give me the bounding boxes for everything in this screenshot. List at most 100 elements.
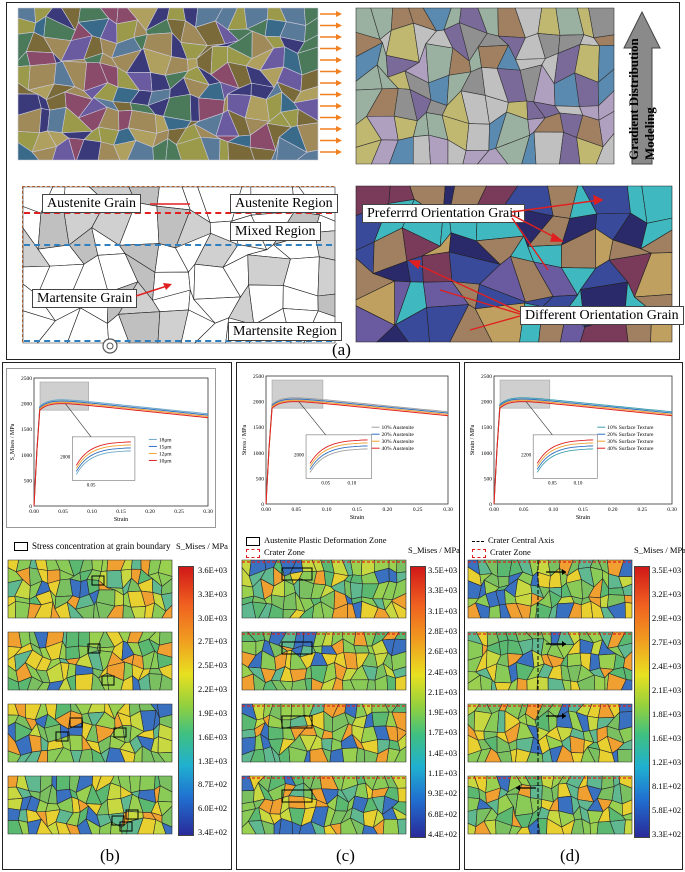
specimen bbox=[7, 703, 173, 763]
x-axis-label: Strain bbox=[350, 515, 364, 521]
grain-cell bbox=[267, 726, 284, 740]
x-tick-label: 0.10 bbox=[87, 509, 97, 515]
colorbar-tick-label: 2.8E+03 bbox=[428, 625, 458, 636]
panel-d-frame bbox=[464, 362, 683, 870]
colorbar-tick-label: 1.3E+03 bbox=[198, 755, 228, 766]
panel-c-colorbar bbox=[410, 566, 426, 838]
x-tick-label: 0.00 bbox=[29, 509, 39, 515]
grain-cell bbox=[595, 132, 615, 165]
grain-cell bbox=[567, 652, 582, 667]
crater-axis-label: Crater Central Axis bbox=[488, 535, 555, 545]
colorbar-tick-label: 8.1E+02 bbox=[652, 781, 682, 791]
colorbar-tick-label: 2.7E+03 bbox=[198, 636, 228, 647]
colorbar-tick-label: 1.4E+03 bbox=[428, 747, 458, 758]
grain-cell bbox=[161, 822, 173, 835]
inset-label: 0.05 bbox=[87, 483, 96, 488]
y-axis-label: Stress / MPa bbox=[242, 424, 248, 455]
panel-d-plot: 2500 2000 1500 1000 500 00.00 0.05 0.10 0.15 0.20… bbox=[470, 374, 677, 521]
stress-concentration-box bbox=[55, 731, 69, 742]
inset-label: 0.05 bbox=[321, 481, 330, 486]
legend-label: 10% Surface Texture bbox=[607, 424, 654, 431]
x-axis-label: Strain bbox=[114, 517, 128, 523]
grain-cell bbox=[598, 653, 617, 670]
legend-label: 40% Surface Texture bbox=[607, 445, 654, 452]
martensite-region-label: Martensite Region bbox=[228, 322, 342, 341]
colorbar-tick-label: 2.1E+03 bbox=[652, 685, 682, 695]
specimen bbox=[7, 559, 173, 619]
y-tick-label: 1000 bbox=[481, 451, 492, 457]
grain-cell bbox=[241, 728, 256, 739]
x-tick-label: 0.15 bbox=[578, 507, 588, 513]
stress-concentration-box bbox=[119, 821, 133, 832]
austenite-zone-box bbox=[281, 567, 313, 581]
load-arrow-head bbox=[336, 22, 342, 29]
series-line bbox=[33, 401, 209, 507]
grain-cell bbox=[65, 645, 81, 660]
x-tick-label: 0.25 bbox=[413, 507, 423, 513]
grain-cell bbox=[139, 775, 156, 792]
colorbar-tick-label: 3.2E+03 bbox=[652, 589, 682, 599]
panel-c-legend-box: Austenite Plastic Deformation Zone Crate… bbox=[246, 534, 387, 558]
grain-cell bbox=[587, 715, 599, 731]
legend-label: 12μm bbox=[159, 451, 172, 457]
gradient-arrow-icon bbox=[623, 10, 661, 165]
y-tick-label: 1500 bbox=[253, 425, 264, 431]
y-tick-label: 1000 bbox=[21, 453, 32, 459]
grain-cell bbox=[355, 747, 366, 763]
grain-cell bbox=[161, 604, 173, 619]
grain-cell bbox=[593, 674, 606, 691]
y-tick-label: 1000 bbox=[253, 451, 264, 457]
grain-cell bbox=[623, 819, 633, 835]
x-tick-label: 0.30 bbox=[203, 509, 213, 515]
panel-b-legend-box: Stress concentration at grain boundary bbox=[14, 538, 171, 555]
legend-label: 10μm bbox=[159, 458, 172, 464]
x-tick-label: 0.15 bbox=[116, 509, 126, 515]
panel-c-frame bbox=[236, 362, 460, 870]
inset-series-line bbox=[309, 442, 368, 467]
specimen bbox=[241, 631, 407, 691]
y-tick-label: 2500 bbox=[21, 376, 32, 382]
panel-d-legend-box: Crater Central Axis Crater Zone bbox=[472, 534, 555, 558]
y-tick-label: 2000 bbox=[253, 400, 264, 406]
y-tick-label: 0 bbox=[261, 502, 264, 508]
direction-arrow-head bbox=[562, 569, 566, 575]
x-tick-label: 0.20 bbox=[145, 509, 155, 515]
grain-cell bbox=[488, 604, 501, 619]
stress-concentration-box bbox=[111, 815, 125, 826]
grain-cell bbox=[56, 775, 71, 791]
zoom-arrow bbox=[525, 401, 553, 436]
colorbar-tick-label: 6.0E+02 bbox=[198, 803, 228, 814]
y-tick-label: 500 bbox=[24, 478, 33, 484]
inset-series-line bbox=[309, 439, 368, 464]
grain-cell bbox=[130, 559, 142, 570]
inset-series-line bbox=[75, 450, 131, 475]
mixed-region-dash bbox=[24, 244, 332, 246]
grain-cell bbox=[15, 600, 31, 619]
load-arrow-head bbox=[336, 11, 342, 17]
series-line bbox=[493, 398, 673, 505]
grain-cell bbox=[75, 673, 94, 691]
stress-concentration-label: Stress concentration at grain boundary bbox=[32, 541, 171, 551]
inset-series-line bbox=[536, 448, 594, 473]
colorbar-tick-label: 1.8E+03 bbox=[652, 709, 682, 719]
grain-cell bbox=[341, 747, 358, 763]
specimen bbox=[467, 703, 633, 763]
grain-cell bbox=[296, 149, 319, 161]
load-arrow-head bbox=[336, 45, 342, 52]
grain-cell bbox=[382, 818, 400, 835]
x-axis-label: Strain bbox=[576, 515, 590, 521]
series-line bbox=[33, 400, 209, 507]
x-tick-label: 0.25 bbox=[174, 509, 184, 515]
zoom-arrow bbox=[65, 403, 92, 438]
load-arrow-head bbox=[336, 114, 342, 121]
legend-label: 10% Austenite bbox=[382, 425, 415, 431]
legend-label: 15μm bbox=[159, 444, 172, 450]
colorbar-tick-label: 3.3E+03 bbox=[198, 588, 228, 599]
grain-cell bbox=[536, 676, 549, 691]
orientation-arrows bbox=[408, 194, 604, 331]
stress-concentration-box bbox=[69, 717, 83, 728]
colorbar-tick-label: 1.6E+03 bbox=[198, 731, 228, 742]
grain-cell bbox=[349, 582, 363, 600]
colorbar-tick-label: 2.7E+03 bbox=[652, 637, 682, 647]
legend-label: 30% Austenite bbox=[382, 439, 415, 445]
